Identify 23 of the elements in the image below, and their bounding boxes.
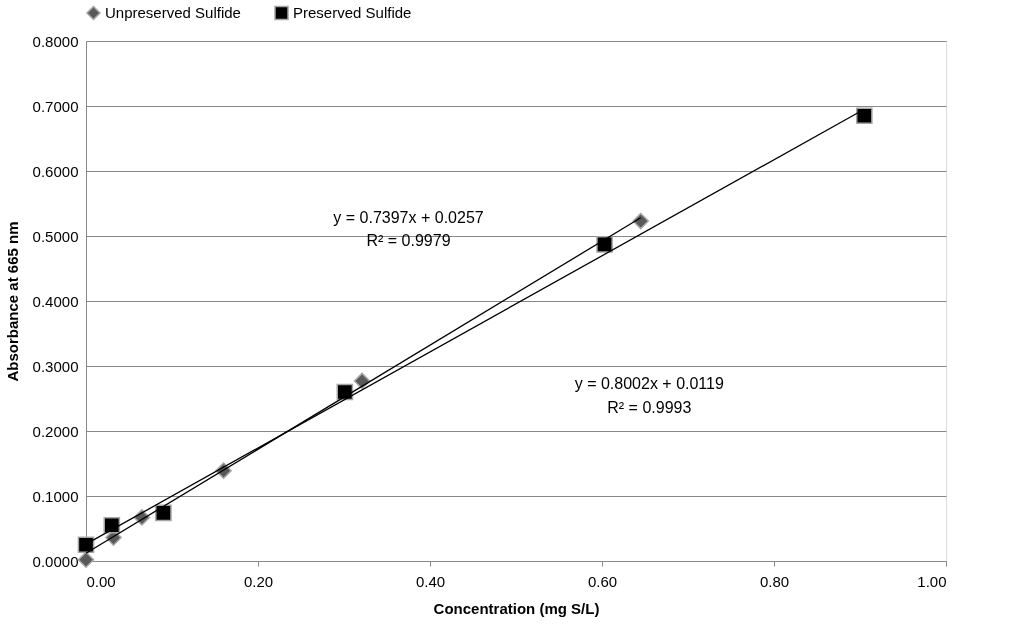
x-tick-label: 0.80 xyxy=(759,572,790,590)
y-tick-label: 0.7000 xyxy=(32,97,79,115)
legend-label: Unpreserved Sulfide xyxy=(105,3,241,21)
x-tick-label: 0.40 xyxy=(415,572,446,590)
x-tick-label: 0.00 xyxy=(86,572,116,590)
y-tick-label: 0.1000 xyxy=(32,487,79,505)
y-tick-label: 0.0000 xyxy=(32,552,79,570)
x-tick-label: 0.20 xyxy=(243,572,274,590)
x-tick-label: 0.60 xyxy=(587,572,618,590)
annotation: R² = 0.9979 xyxy=(366,232,451,250)
y-axis-title: Absorbance at 665 nm xyxy=(3,221,21,382)
legend-label: Preserved Sulfide xyxy=(293,3,412,21)
x-axis-title: Concentration (mg S/L) xyxy=(433,599,600,617)
y-tick-label: 0.3000 xyxy=(32,357,79,375)
y-tick-label: 0.8000 xyxy=(32,32,79,50)
annotation: R² = 0.9993 xyxy=(607,398,692,416)
annotation: y = 0.7397x + 0.0257 xyxy=(333,208,484,226)
y-tick-label: 0.6000 xyxy=(32,162,79,180)
y-tick-label: 0.5000 xyxy=(32,227,79,245)
annotation: y = 0.8002x + 0.0119 xyxy=(574,375,724,393)
x-tick-label: 1.00 xyxy=(917,572,947,590)
y-tick-label: 0.4000 xyxy=(32,292,79,310)
y-tick-label: 0.2000 xyxy=(32,422,79,440)
